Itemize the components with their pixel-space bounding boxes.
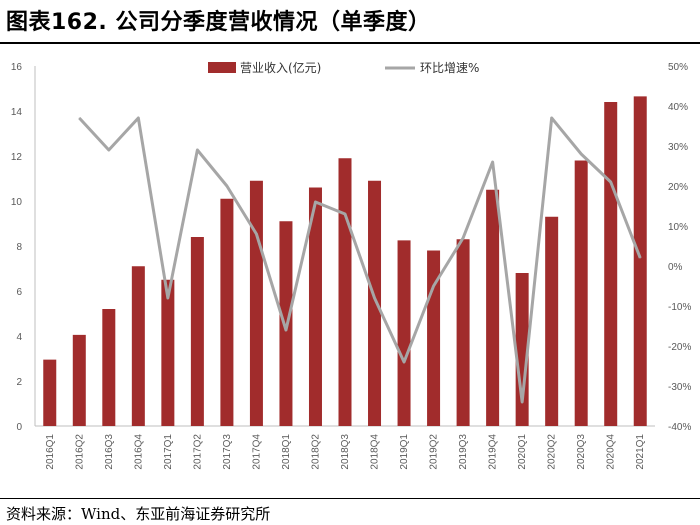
revenue-bar	[249, 180, 263, 426]
x-tick-label: 2018Q2	[310, 434, 321, 470]
title-divider	[0, 42, 700, 44]
revenue-bar	[368, 180, 382, 426]
left-tick-label: 10	[11, 197, 23, 208]
left-tick-label: 6	[16, 287, 22, 298]
growth-point	[255, 233, 257, 235]
revenue-bar	[308, 187, 322, 426]
growth-point	[492, 161, 494, 163]
left-tick-label: 8	[16, 242, 22, 253]
x-tick-label: 2017Q3	[222, 434, 233, 470]
revenue-bar	[161, 279, 175, 426]
growth-point	[108, 149, 110, 151]
revenue-bar	[131, 266, 145, 426]
growth-point	[78, 117, 80, 119]
revenue-bar	[456, 239, 470, 426]
revenue-bar	[545, 216, 559, 426]
x-tick-label: 2020Q4	[606, 434, 617, 470]
right-tick-label: -10%	[668, 302, 691, 313]
growth-point	[521, 401, 523, 403]
revenue-bar	[102, 309, 116, 426]
revenue-bar	[574, 160, 588, 426]
right-tick-label: 10%	[668, 222, 688, 233]
x-tick-label: 2016Q4	[133, 434, 144, 470]
growth-point	[580, 153, 582, 155]
growth-polyline	[78, 116, 642, 404]
chart-title: 图表162. 公司分季度营收情况（单季度）	[6, 10, 431, 35]
x-tick-label: 2016Q1	[45, 434, 56, 470]
left-tick-label: 12	[11, 152, 23, 163]
legend-bar-swatch	[208, 62, 236, 73]
right-axis-ticks: -40% -30% -20% -10% 0% 10% 20% 30% 40% 50%	[668, 62, 691, 433]
left-tick-label: 0	[16, 422, 22, 433]
x-tick-label: 2020Q1	[517, 434, 528, 470]
revenue-bar	[338, 158, 352, 426]
right-tick-label: 40%	[668, 102, 688, 113]
revenue-bar	[220, 198, 234, 426]
right-tick-label: 30%	[668, 142, 688, 153]
growth-point	[551, 117, 553, 119]
growth-point	[314, 201, 316, 203]
x-tick-label: 2020Q2	[547, 434, 558, 470]
x-tick-labels: 2016Q1 2016Q2 2016Q3 2016Q4 2017Q1 2017Q2 2017…	[45, 434, 646, 470]
growth-point	[285, 329, 287, 331]
x-tick-label: 2019Q2	[429, 434, 440, 470]
source-note: 资料来源：Wind、东亚前海证券研究所	[6, 505, 271, 523]
revenue-bars	[43, 96, 647, 426]
growth-line	[78, 116, 642, 404]
right-tick-label: 0%	[668, 262, 683, 273]
revenue-bar	[604, 102, 618, 426]
source-divider	[0, 498, 700, 499]
left-tick-label: 2	[16, 377, 22, 388]
x-tick-label: 2019Q4	[488, 434, 499, 470]
x-tick-label: 2016Q2	[74, 434, 85, 470]
revenue-bar	[190, 237, 204, 426]
revenue-bar	[43, 359, 57, 426]
x-tick-label: 2016Q3	[104, 434, 115, 470]
revenue-bar	[633, 96, 647, 426]
x-tick-label: 2018Q4	[370, 434, 381, 470]
x-tick-label: 2019Q3	[458, 434, 469, 470]
growth-point	[374, 297, 376, 299]
x-tick-label: 2018Q1	[281, 434, 292, 470]
right-tick-label: -30%	[668, 382, 691, 393]
x-tick-label: 2017Q2	[192, 434, 203, 470]
legend-line-label: 环比增速%	[420, 61, 479, 75]
growth-point	[462, 237, 464, 239]
left-tick-label: 4	[16, 332, 22, 343]
right-tick-label: 50%	[668, 62, 688, 73]
x-tick-label: 2017Q4	[251, 434, 262, 470]
growth-point	[639, 257, 641, 259]
growth-point	[433, 285, 435, 287]
growth-point	[196, 149, 198, 151]
growth-point	[226, 185, 228, 187]
growth-point	[137, 117, 139, 119]
revenue-bar	[486, 189, 500, 426]
x-tick-label: 2021Q1	[635, 434, 646, 470]
right-tick-label: 20%	[668, 182, 688, 193]
x-tick-label: 2020Q3	[576, 434, 587, 470]
x-tick-label: 2019Q1	[399, 434, 410, 470]
growth-point	[403, 361, 405, 363]
growth-point	[167, 297, 169, 299]
chart-legend: 营业收入(亿元) 环比增速%	[208, 60, 479, 75]
left-tick-label: 16	[11, 62, 23, 73]
revenue-bar	[72, 334, 86, 426]
right-tick-label: -40%	[668, 422, 691, 433]
revenue-chart: 2016Q1 2016Q2 2016Q3 2016Q4 2017Q1 2017Q2 2017…	[11, 60, 692, 470]
left-axis-ticks: 0 2 4 6 8 10 12 14 16	[11, 62, 23, 433]
left-tick-label: 14	[11, 107, 23, 118]
revenue-bar	[397, 240, 411, 426]
legend-bar-label: 营业收入(亿元)	[240, 60, 321, 75]
x-tick-label: 2017Q1	[163, 434, 174, 470]
x-tick-label: 2018Q3	[340, 434, 351, 470]
right-tick-label: -20%	[668, 342, 691, 353]
growth-point	[610, 181, 612, 183]
growth-point	[344, 213, 346, 215]
